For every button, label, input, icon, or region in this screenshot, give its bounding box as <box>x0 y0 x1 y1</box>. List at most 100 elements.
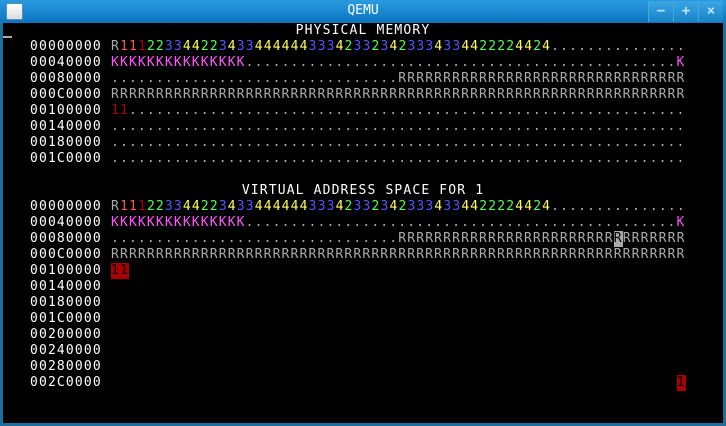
close-button[interactable]: × <box>698 1 723 22</box>
maximize-button[interactable]: + <box>673 1 698 22</box>
page-cells: 44 <box>461 39 480 54</box>
address-label: 000C0000 <box>30 87 102 102</box>
address-label: 00100000 <box>30 263 102 278</box>
virtual-address-space-row: 00280000 <box>3 359 723 375</box>
virtual-address-space-row: 00200000 <box>3 327 723 343</box>
address-label: 00000000 <box>30 199 102 214</box>
page-cells: 4 <box>335 39 345 54</box>
physical-memory-row: 00180000................................… <box>3 135 723 151</box>
page-cells: RRRRRRR <box>622 231 686 246</box>
page-cells: 4 <box>335 199 345 214</box>
page-cells: ........................................… <box>128 103 686 118</box>
page-cells: KKKKKKKKKKKKKKK <box>111 215 246 230</box>
page-cells: 444444 <box>254 199 309 214</box>
page-map: 11 <box>111 263 129 279</box>
page-cells: KKKKKKKKKKKKKKK <box>111 55 246 70</box>
virtual-address-space-row: 00140000 <box>3 279 723 295</box>
virtual-address-space-row: 00240000 <box>3 343 723 359</box>
page-cells: RRRRRRRRRRRRRRRRRRRRRRRRRRRRRRRRRRRRRRRR… <box>111 87 686 102</box>
address-label: 00280000 <box>30 359 102 374</box>
physical-memory-row: 00100000 11..............................… <box>3 103 723 119</box>
page-map: KKKKKKKKKKKKKKK.........................… <box>111 55 686 71</box>
page-cells: 2222 <box>479 199 516 214</box>
virtual-address-space-title: VIRTUAL ADDRESS SPACE FOR 1 <box>241 183 485 198</box>
vga-text-screen[interactable]: PHYSICAL MEMORY 00000000 R1112233442234334… <box>3 23 723 423</box>
page-cells: K <box>676 55 686 70</box>
window-title: QEMU <box>347 3 379 18</box>
page-cells: 2 <box>344 39 354 54</box>
address-label: 00180000 <box>30 135 102 150</box>
highlighted-page-cell: 11 <box>111 263 129 279</box>
page-cells: 2 <box>533 39 543 54</box>
page-cells: 22 <box>200 199 219 214</box>
text-cursor <box>3 36 12 38</box>
physical-memory-row: 00040000 KKKKKKKKKKKKKKK.................… <box>3 55 723 71</box>
page-cells: 22 <box>146 199 165 214</box>
page-cells: RRRRRRRRRRRRRRRRRRRRRRRRRRRRRRRR <box>398 71 686 86</box>
physical-memory-row: 001C0000................................… <box>3 151 723 167</box>
address-label: 00180000 <box>30 295 102 310</box>
page-cells: 2 <box>371 199 381 214</box>
page-cells: 33 <box>236 199 255 214</box>
physical-memory-row: 00080000................................… <box>3 71 723 87</box>
page-cells: 4 <box>389 199 399 214</box>
page-cells: 33 <box>353 39 372 54</box>
page-cells: 4 <box>227 39 237 54</box>
page-cells: 11 <box>119 199 138 214</box>
page-cells: 2 <box>398 199 408 214</box>
page-map: ................................RRRRRRRR… <box>111 231 686 247</box>
page-cells: 444444 <box>254 39 309 54</box>
page-cells: 33 <box>443 39 462 54</box>
minimize-button[interactable]: − <box>648 1 673 22</box>
page-map: ........................................… <box>111 151 686 167</box>
page-map: 11......................................… <box>111 103 686 119</box>
address-label: 001C0000 <box>30 151 102 166</box>
page-cells: 3 <box>218 39 228 54</box>
page-cells: 4 <box>434 39 444 54</box>
virtual-address-space-row: 00080000................................… <box>3 231 723 247</box>
page-map: ........................................… <box>111 119 686 135</box>
page-cells: 11 <box>111 103 129 118</box>
page-cells: 2 <box>371 39 381 54</box>
address-label: 00000000 <box>30 39 102 54</box>
page-cells: 333 <box>308 199 336 214</box>
page-map: ........................................… <box>111 135 686 151</box>
page-cells: R <box>111 199 120 214</box>
address-label: 00040000 <box>30 215 102 230</box>
page-cells: 4 <box>542 39 552 54</box>
virtual-address-space-row: 000C0000 RRRRRRRRRRRRRRRRRRRRRRRRRRRRRRRR… <box>3 247 723 263</box>
page-cells: 33 <box>164 199 183 214</box>
address-label: 00200000 <box>30 327 102 342</box>
virtual-address-space-row: 00040000 KKKKKKKKKKKKKKK.................… <box>3 215 723 231</box>
address-label: 00140000 <box>30 119 102 134</box>
page-cells: ........................................… <box>245 215 677 230</box>
page-cells: ........................................… <box>111 135 686 150</box>
page-cells: ............... <box>551 199 686 214</box>
page-cells: 333 <box>308 39 336 54</box>
page-cells: ........................................… <box>111 151 686 166</box>
page-cells: 333 <box>407 39 435 54</box>
physical-memory-row: 00140000................................… <box>3 119 723 135</box>
page-cells: 2 <box>344 199 354 214</box>
virtual-address-space-row: 001C0000 <box>3 311 723 327</box>
virtual-address-space-row: 00100000 11 <box>3 263 723 279</box>
page-cells: 33 <box>353 199 372 214</box>
window-menu-icon[interactable] <box>6 3 23 20</box>
page-cells: 33 <box>236 39 255 54</box>
page-cells: R <box>111 39 120 54</box>
page-cells: 44 <box>515 199 534 214</box>
page-cells: 1 <box>137 199 147 214</box>
highlighted-page-cell: 1 <box>676 375 686 391</box>
page-cells: 333 <box>407 199 435 214</box>
physical-memory-row: 000C0000 RRRRRRRRRRRRRRRRRRRRRRRRRRRRRRRR… <box>3 87 723 103</box>
page-cells <box>111 375 677 391</box>
page-cells: 4 <box>542 199 552 214</box>
page-cells: 22 <box>200 39 219 54</box>
address-label: 00240000 <box>30 343 102 358</box>
page-cells: 22 <box>146 39 165 54</box>
page-cells: 4 <box>227 199 237 214</box>
page-map: KKKKKKKKKKKKKKK.........................… <box>111 215 686 231</box>
title-bar[interactable]: QEMU − + × <box>0 0 726 23</box>
address-label: 00140000 <box>30 279 102 294</box>
